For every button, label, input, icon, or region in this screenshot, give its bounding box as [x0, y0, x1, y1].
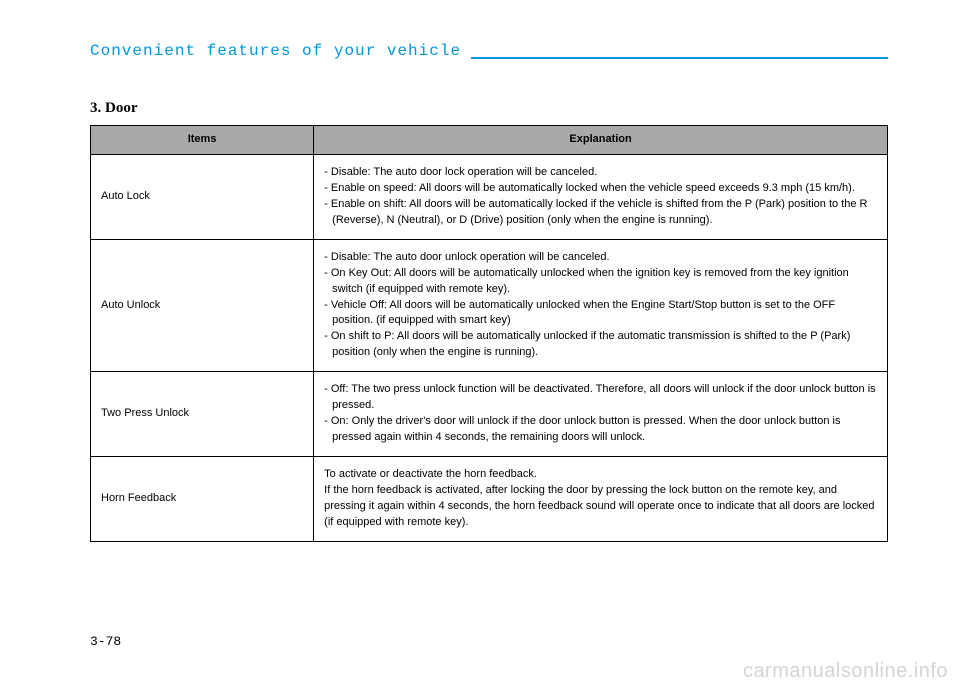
door-settings-table: Items Explanation Auto Lock - Disable: T…	[90, 125, 888, 542]
page-number: 3-78	[90, 634, 121, 649]
header-rule	[471, 57, 888, 59]
table-row: Two Press Unlock - Off: The two press un…	[91, 372, 888, 457]
item-cell: Auto Unlock	[91, 239, 314, 372]
section-title: 3. Door	[90, 100, 888, 117]
explanation-cell: - Off: The two press unlock function wil…	[314, 372, 888, 457]
item-cell: Two Press Unlock	[91, 372, 314, 457]
explanation-cell: - Disable: The auto door unlock operatio…	[314, 239, 888, 372]
table-header-row: Items Explanation	[91, 126, 888, 155]
col-items: Items	[91, 126, 314, 155]
item-cell: Horn Feedback	[91, 457, 314, 542]
table-row: Horn Feedback To activate or deactivate …	[91, 457, 888, 542]
col-explanation: Explanation	[314, 126, 888, 155]
explanation-cell: To activate or deactivate the horn feedb…	[314, 457, 888, 542]
item-cell: Auto Lock	[91, 154, 314, 239]
table-row: Auto Lock - Disable: The auto door lock …	[91, 154, 888, 239]
page-header: Convenient features of your vehicle	[90, 42, 888, 62]
header-title: Convenient features of your vehicle	[90, 42, 471, 62]
explanation-cell: - Disable: The auto door lock operation …	[314, 154, 888, 239]
watermark: carmanualsonline.info	[743, 660, 948, 683]
table-row: Auto Unlock - Disable: The auto door unl…	[91, 239, 888, 372]
